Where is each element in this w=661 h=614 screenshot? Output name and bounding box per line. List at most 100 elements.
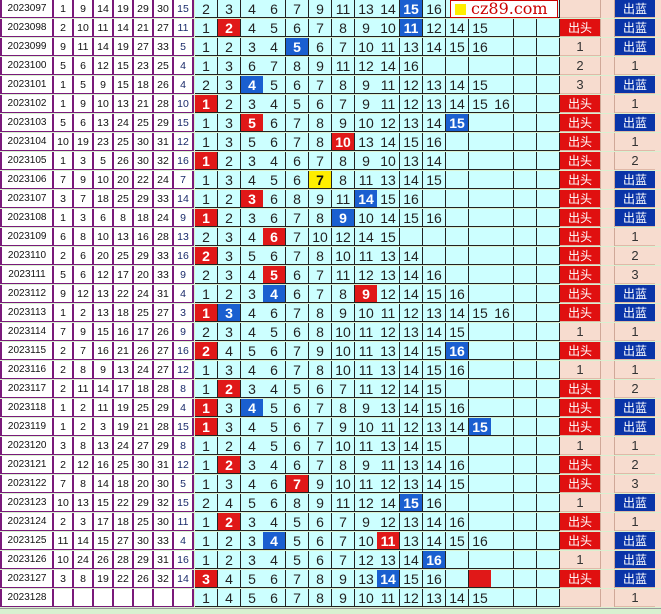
blue-ball-cell: 8: [174, 380, 194, 398]
trend-cell: 14: [400, 266, 423, 284]
chulan-cell: 出蓝: [615, 570, 655, 588]
trend-cell: [446, 570, 469, 588]
red-ball-cell: 29: [134, 551, 154, 569]
table-row: 2023103 5 6 13 24 25 29 15 1 3 5 6 7 8 9 10 12 13 14 15 出头 出蓝: [0, 114, 661, 133]
red-ball-cell: 18: [134, 76, 154, 94]
trend-cell: 10: [355, 304, 378, 322]
trend-cell: 5: [263, 171, 286, 189]
red-ball-cell: 25: [114, 247, 134, 265]
red-ball-cell: 3: [74, 513, 94, 531]
table-row: 2023111 5 6 12 17 20 33 9 2 3 4 5 6 7 11 12 13 14 16 出头 3: [0, 266, 661, 285]
empty-cell: [491, 152, 514, 170]
red-ball-cell: 33: [154, 532, 174, 550]
red-ball-cell: 19: [114, 399, 134, 417]
trend-cell: 13: [400, 38, 423, 56]
trend-cell: 14: [423, 475, 446, 493]
empty-cell: [514, 494, 537, 512]
edge-cell: [655, 266, 661, 284]
blue-ball-cell: 15: [174, 114, 194, 132]
trend-cell: 11: [377, 38, 400, 56]
trend-cell: 15: [423, 380, 446, 398]
empty-cell: [514, 95, 537, 113]
highlighted-trend-cell-red: 9: [355, 285, 378, 303]
trend-cell: 3: [241, 532, 264, 550]
spacer-cell: [600, 152, 615, 170]
empty-cell: [537, 209, 560, 227]
blue-ball-cell: 13: [174, 228, 194, 246]
spacer-cell: [600, 399, 615, 417]
trend-cell: 5: [241, 570, 264, 588]
trend-cell: 15: [423, 171, 446, 189]
trend-cell: 1: [195, 437, 218, 455]
empty-cell: [491, 551, 514, 569]
red-ball-cell: 5: [54, 266, 74, 284]
trend-cell: 13: [400, 475, 423, 493]
red-ball-cell: 11: [94, 399, 114, 417]
period-cell: 2023114: [0, 323, 54, 341]
trend-cell: 14: [400, 399, 423, 417]
red-ball-cell: 28: [114, 551, 134, 569]
red-ball-cell: 6: [74, 247, 94, 265]
red-ball-cell: [74, 589, 94, 607]
trend-cell: 13: [400, 323, 423, 341]
trend-cell: 7: [332, 513, 355, 531]
empty-cell: [514, 76, 537, 94]
blue-ball-cell: 9: [174, 266, 194, 284]
trend-cell: 12: [377, 380, 400, 398]
red-ball-cell: 26: [114, 152, 134, 170]
trend-cell: 7: [309, 19, 332, 37]
trend-cell: 15: [423, 437, 446, 455]
red-ball-cell: 23: [94, 133, 114, 151]
edge-cell: [655, 38, 661, 56]
empty-cell: [514, 228, 537, 246]
empty-cell: [469, 266, 492, 284]
trend-cell: 2: [218, 38, 241, 56]
trend-cell: 7: [286, 570, 309, 588]
table-row: 2023110 2 6 20 25 29 33 16 2 3 5 6 7 8 10 11 13 14 出头 2: [0, 247, 661, 266]
table-row: 2023108 1 3 6 8 18 24 9 1 2 3 6 7 8 9 10 14 15 16 出头 出蓝: [0, 209, 661, 228]
trend-cell: 12: [355, 57, 378, 75]
empty-cell: [446, 57, 469, 75]
trend-cell: 16: [400, 190, 423, 208]
trend-cell: 11: [332, 266, 355, 284]
period-cell: 2023099: [0, 38, 54, 56]
empty-cell: [514, 551, 537, 569]
chutou-cell: 出头: [560, 532, 600, 550]
trend-cell: 12: [400, 304, 423, 322]
trend-cell: 6: [286, 323, 309, 341]
highlighted-trend-cell-red: 1: [195, 304, 218, 322]
trend-cell: 5: [286, 513, 309, 531]
trend-cell: 11: [355, 437, 378, 455]
trend-cell: 13: [355, 0, 378, 18]
chutou-cell: 1: [560, 551, 600, 569]
red-ball-cell: 14: [94, 38, 114, 56]
table-row: 2023113 1 2 13 18 25 27 3 1 3 4 6 7 8 9 10 11 12 13 14 15 16 出…: [0, 304, 661, 323]
trend-cell: 3: [218, 228, 241, 246]
blue-ball-cell: 12: [174, 133, 194, 151]
empty-cell: [537, 437, 560, 455]
spacer-cell: [600, 361, 615, 379]
red-ball-cell: 11: [74, 380, 94, 398]
period-cell: 2023110: [0, 247, 54, 265]
trend-cell: 5: [286, 551, 309, 569]
trend-cell: 3: [218, 76, 241, 94]
blue-ball-cell: 5: [174, 38, 194, 56]
trend-cell: 13: [423, 304, 446, 322]
logo-square-icon: [455, 4, 466, 15]
empty-cell: [514, 209, 537, 227]
table-row: 2023114 7 9 15 16 17 26 9 2 3 4 5 6 8 10 11 12 13 14 15 1 1: [0, 323, 661, 342]
trend-cell: 12: [332, 228, 355, 246]
trend-cell: 8: [309, 570, 332, 588]
red-ball-cell: 10: [74, 19, 94, 37]
edge-cell: [655, 570, 661, 588]
blue-ball-cell: 16: [174, 247, 194, 265]
red-ball-cell: 9: [94, 361, 114, 379]
trend-cell: 13: [423, 589, 446, 607]
red-ball-cell: 20: [114, 171, 134, 189]
trend-cell: 13: [377, 437, 400, 455]
trend-cell: 7: [309, 437, 332, 455]
trend-cell: 1: [195, 190, 218, 208]
empty-cell: [446, 228, 469, 246]
trend-cell: 14: [377, 133, 400, 151]
chulan-cell: 2: [615, 380, 655, 398]
